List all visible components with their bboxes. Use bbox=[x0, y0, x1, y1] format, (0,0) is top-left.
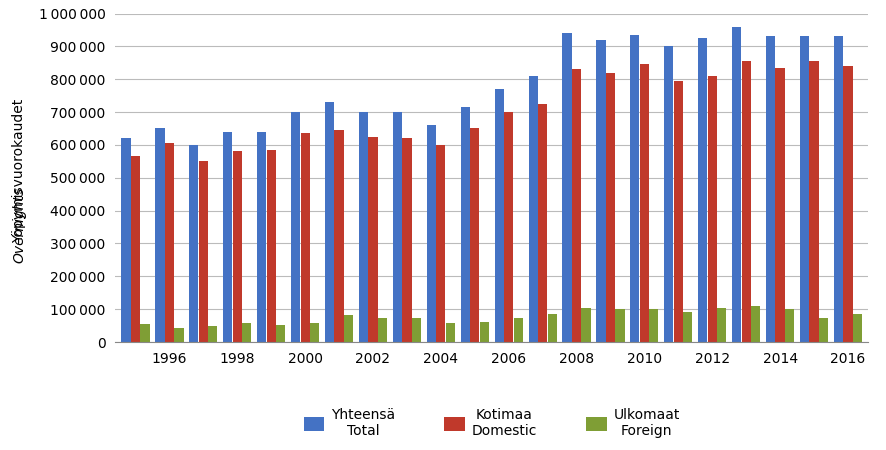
Bar bbox=[775, 68, 785, 342]
Bar bbox=[369, 137, 377, 342]
Bar bbox=[751, 306, 760, 342]
Bar bbox=[538, 104, 548, 342]
Bar bbox=[785, 309, 794, 342]
Bar bbox=[446, 323, 455, 342]
Bar bbox=[470, 129, 479, 342]
Bar bbox=[276, 325, 285, 342]
Bar bbox=[834, 36, 843, 342]
Bar bbox=[698, 38, 707, 342]
Bar bbox=[325, 102, 334, 342]
Bar bbox=[572, 69, 581, 342]
Bar bbox=[742, 61, 750, 342]
Bar bbox=[267, 150, 276, 342]
Bar bbox=[291, 112, 300, 342]
Bar bbox=[131, 157, 140, 342]
Bar bbox=[175, 328, 183, 342]
Bar bbox=[242, 323, 252, 342]
Bar bbox=[300, 133, 310, 342]
Bar bbox=[581, 307, 591, 342]
Bar bbox=[606, 72, 615, 342]
Bar bbox=[402, 138, 411, 342]
Bar bbox=[392, 112, 402, 342]
Bar bbox=[335, 130, 344, 342]
Bar bbox=[233, 152, 242, 342]
Bar bbox=[412, 318, 421, 342]
Bar bbox=[344, 315, 354, 342]
Bar bbox=[732, 27, 742, 342]
Bar bbox=[461, 107, 470, 342]
Text: Yöpymisvuorokaudet: Yöpymisvuorokaudet bbox=[12, 99, 27, 243]
Bar bbox=[190, 145, 198, 342]
Bar bbox=[514, 318, 523, 342]
Bar bbox=[596, 40, 605, 342]
Bar bbox=[664, 46, 673, 342]
Bar bbox=[640, 64, 649, 342]
Bar bbox=[563, 33, 571, 342]
Text: Overnights: Overnights bbox=[12, 187, 27, 263]
Bar bbox=[810, 61, 819, 342]
Bar bbox=[479, 322, 489, 342]
Bar bbox=[548, 314, 556, 342]
Bar bbox=[673, 81, 683, 342]
Bar bbox=[121, 138, 130, 342]
Bar bbox=[717, 307, 727, 342]
Bar bbox=[683, 312, 692, 342]
Bar bbox=[494, 89, 504, 342]
Bar bbox=[766, 36, 775, 342]
Bar bbox=[141, 324, 150, 342]
Bar bbox=[436, 145, 446, 342]
Bar bbox=[819, 318, 828, 342]
Bar bbox=[310, 323, 319, 342]
Bar bbox=[208, 326, 217, 342]
Bar bbox=[649, 309, 658, 342]
Bar bbox=[165, 143, 174, 342]
Bar bbox=[708, 76, 717, 342]
Bar bbox=[800, 36, 809, 342]
Bar bbox=[198, 162, 208, 342]
Bar bbox=[427, 125, 436, 342]
Bar bbox=[853, 314, 862, 342]
Bar bbox=[223, 132, 232, 342]
Bar bbox=[155, 129, 165, 342]
Bar bbox=[504, 112, 513, 342]
Bar bbox=[630, 35, 640, 342]
Bar bbox=[257, 132, 267, 342]
Bar bbox=[843, 66, 852, 342]
Bar bbox=[616, 309, 625, 342]
Bar bbox=[529, 76, 538, 342]
Bar bbox=[378, 318, 387, 342]
Bar bbox=[359, 112, 368, 342]
Legend: Yhteensä
Total, Kotimaa
Domestic, Ulkomaat
Foreign: Yhteensä Total, Kotimaa Domestic, Ulkoma… bbox=[304, 408, 680, 438]
